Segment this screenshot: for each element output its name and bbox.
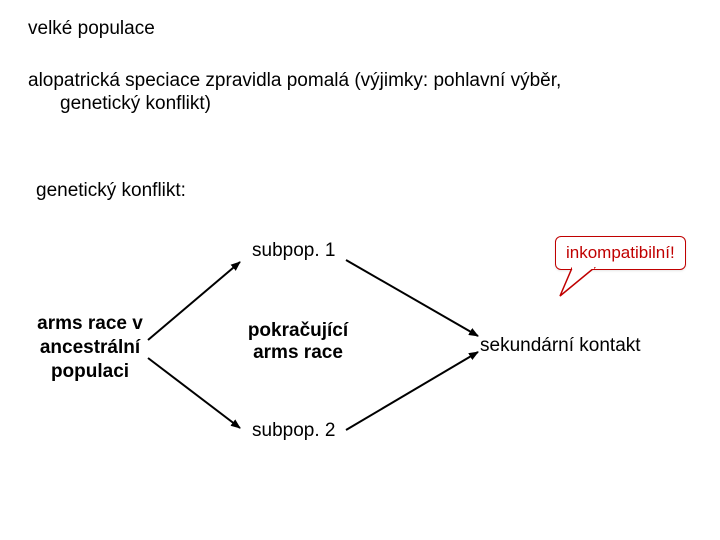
secondary-contact-label: sekundární kontakt	[480, 335, 641, 357]
incompatible-callout: inkompatibilní!	[555, 236, 686, 270]
arms-left-l1: arms race v	[30, 312, 150, 336]
arrow-right-down	[346, 352, 478, 430]
center-label: pokračující arms race	[238, 320, 358, 364]
intro-line-2b: genetický konflikt)	[60, 93, 211, 115]
arrow-left-down	[148, 358, 240, 428]
section-heading: genetický konflikt:	[36, 180, 186, 202]
callout-tail	[560, 268, 594, 296]
subpop-1-label: subpop. 1	[252, 240, 335, 262]
arrow-right-up	[346, 260, 478, 336]
arms-left-l3: populaci	[30, 360, 150, 384]
center-label-l1: pokračující	[238, 320, 358, 342]
incompatible-callout-text: inkompatibilní!	[566, 243, 675, 262]
center-label-l2: arms race	[238, 342, 358, 364]
intro-line-1: velké populace	[28, 18, 155, 40]
intro-line-2a: alopatrická speciace zpravidla pomalá (v…	[28, 70, 561, 92]
arrow-left-up	[148, 262, 240, 340]
arms-left-l2: ancestrální	[30, 336, 150, 360]
arms-left-label: arms race v ancestrální populaci	[30, 312, 150, 383]
subpop-2-label: subpop. 2	[252, 420, 335, 442]
